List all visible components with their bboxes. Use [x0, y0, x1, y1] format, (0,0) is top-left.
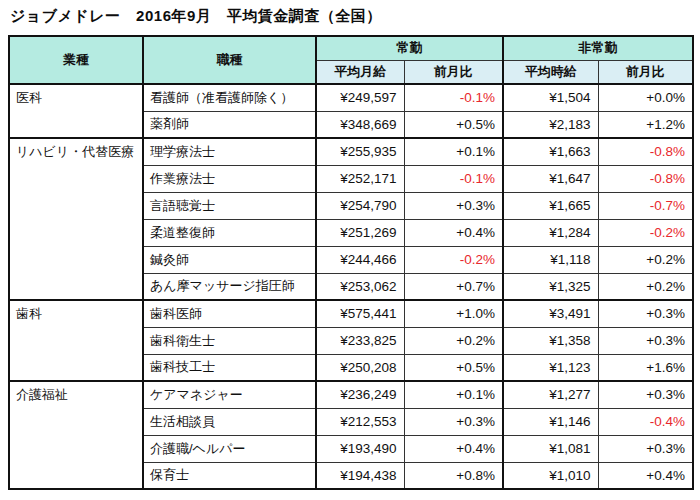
- hourly-wage-cell: ¥1,325: [503, 273, 598, 300]
- hourly-wage-cell: ¥1,081: [503, 435, 598, 462]
- header-hourly-mom: 前月比: [598, 60, 693, 84]
- page: ジョブメドレー 2016年9月 平均賃金調査（全国） 業種 職種 常勤 非常勤 …: [0, 0, 700, 500]
- hourly-wage-cell: ¥1,123: [503, 354, 598, 381]
- table-body: 医科看護師（准看護師除く）¥249,597-0.1%¥1,504+0.0%薬剤師…: [9, 84, 693, 489]
- monthly-salary-cell: ¥193,490: [316, 435, 404, 462]
- header-occupation: 職種: [143, 36, 316, 84]
- hourly-mom-cell: +1.2%: [598, 111, 693, 138]
- hourly-mom-cell: -0.4%: [598, 408, 693, 435]
- monthly-salary-cell: ¥250,208: [316, 354, 404, 381]
- table-row: 医科看護師（准看護師除く）¥249,597-0.1%¥1,504+0.0%: [9, 84, 693, 111]
- occupation-cell: 歯科衛生士: [143, 327, 316, 354]
- monthly-mom-cell: -0.2%: [404, 246, 503, 273]
- hourly-mom-cell: -0.8%: [598, 165, 693, 192]
- monthly-mom-cell: +0.4%: [404, 219, 503, 246]
- monthly-salary-cell: ¥254,790: [316, 192, 404, 219]
- hourly-wage-cell: ¥1,010: [503, 462, 598, 489]
- monthly-mom-cell: +0.5%: [404, 111, 503, 138]
- monthly-mom-cell: +0.3%: [404, 408, 503, 435]
- header-fulltime-group: 常勤: [316, 36, 503, 60]
- occupation-cell: 歯科医師: [143, 300, 316, 327]
- hourly-wage-cell: ¥1,665: [503, 192, 598, 219]
- occupation-cell: 言語聴覚士: [143, 192, 316, 219]
- monthly-mom-cell: +0.8%: [404, 462, 503, 489]
- hourly-wage-cell: ¥1,647: [503, 165, 598, 192]
- monthly-mom-cell: +0.3%: [404, 192, 503, 219]
- hourly-mom-cell: +0.3%: [598, 435, 693, 462]
- occupation-cell: 理学療法士: [143, 138, 316, 165]
- hourly-mom-cell: +0.2%: [598, 246, 693, 273]
- hourly-wage-cell: ¥3,491: [503, 300, 598, 327]
- monthly-salary-cell: ¥249,597: [316, 84, 404, 111]
- hourly-wage-cell: ¥1,284: [503, 219, 598, 246]
- header-parttime-group: 非常勤: [503, 36, 693, 60]
- header-hourly-wage: 平均時給: [503, 60, 598, 84]
- occupation-cell: 作業療法士: [143, 165, 316, 192]
- monthly-salary-cell: ¥348,669: [316, 111, 404, 138]
- occupation-cell: 保育士: [143, 462, 316, 489]
- occupation-cell: 看護師（准看護師除く）: [143, 84, 316, 111]
- hourly-mom-cell: -0.7%: [598, 192, 693, 219]
- monthly-salary-cell: ¥255,935: [316, 138, 404, 165]
- occupation-cell: 生活相談員: [143, 408, 316, 435]
- monthly-salary-cell: ¥575,441: [316, 300, 404, 327]
- hourly-mom-cell: +0.3%: [598, 327, 693, 354]
- hourly-mom-cell: -0.8%: [598, 138, 693, 165]
- page-title: ジョブメドレー 2016年9月 平均賃金調査（全国）: [10, 7, 382, 26]
- header-row-groups: 業種 職種 常勤 非常勤: [9, 36, 693, 60]
- hourly-mom-cell: -0.2%: [598, 219, 693, 246]
- monthly-salary-cell: ¥252,171: [316, 165, 404, 192]
- monthly-salary-cell: ¥236,249: [316, 381, 404, 408]
- hourly-wage-cell: ¥1,358: [503, 327, 598, 354]
- monthly-mom-cell: +0.5%: [404, 354, 503, 381]
- hourly-wage-cell: ¥1,663: [503, 138, 598, 165]
- header-monthly-mom: 前月比: [404, 60, 503, 84]
- monthly-salary-cell: ¥233,825: [316, 327, 404, 354]
- monthly-mom-cell: +0.4%: [404, 435, 503, 462]
- industry-cell: 医科: [9, 84, 143, 138]
- hourly-wage-cell: ¥1,504: [503, 84, 598, 111]
- occupation-cell: 歯科技工士: [143, 354, 316, 381]
- occupation-cell: あん摩マッサージ指圧師: [143, 273, 316, 300]
- table-row: 歯科歯科医師¥575,441+1.0%¥3,491+0.3%: [9, 300, 693, 327]
- monthly-salary-cell: ¥253,062: [316, 273, 404, 300]
- monthly-mom-cell: -0.1%: [404, 84, 503, 111]
- occupation-cell: 柔道整復師: [143, 219, 316, 246]
- hourly-wage-cell: ¥1,146: [503, 408, 598, 435]
- hourly-mom-cell: +1.6%: [598, 354, 693, 381]
- header-monthly-salary: 平均月給: [316, 60, 404, 84]
- table-header: 業種 職種 常勤 非常勤 平均月給 前月比 平均時給 前月比: [9, 36, 693, 84]
- industry-cell: 介護福祉: [9, 381, 143, 489]
- hourly-wage-cell: ¥2,183: [503, 111, 598, 138]
- occupation-cell: 介護職/ヘルパー: [143, 435, 316, 462]
- monthly-salary-cell: ¥194,438: [316, 462, 404, 489]
- hourly-mom-cell: +0.3%: [598, 381, 693, 408]
- hourly-mom-cell: +0.3%: [598, 300, 693, 327]
- table-row: リハビリ・代替医療理学療法士¥255,935+0.1%¥1,663-0.8%: [9, 138, 693, 165]
- monthly-mom-cell: +0.7%: [404, 273, 503, 300]
- occupation-cell: ケアマネジャー: [143, 381, 316, 408]
- monthly-mom-cell: +0.1%: [404, 138, 503, 165]
- monthly-mom-cell: +1.0%: [404, 300, 503, 327]
- monthly-salary-cell: ¥212,553: [316, 408, 404, 435]
- hourly-mom-cell: +0.0%: [598, 84, 693, 111]
- hourly-wage-cell: ¥1,118: [503, 246, 598, 273]
- monthly-mom-cell: +0.2%: [404, 327, 503, 354]
- occupation-cell: 鍼灸師: [143, 246, 316, 273]
- industry-cell: リハビリ・代替医療: [9, 138, 143, 300]
- monthly-salary-cell: ¥251,269: [316, 219, 404, 246]
- wage-survey-table: 業種 職種 常勤 非常勤 平均月給 前月比 平均時給 前月比 医科看護師（准看護…: [8, 35, 694, 490]
- monthly-mom-cell: +0.1%: [404, 381, 503, 408]
- industry-cell: 歯科: [9, 300, 143, 381]
- hourly-mom-cell: +0.2%: [598, 273, 693, 300]
- hourly-wage-cell: ¥1,277: [503, 381, 598, 408]
- occupation-cell: 薬剤師: [143, 111, 316, 138]
- table-row: 介護福祉ケアマネジャー¥236,249+0.1%¥1,277+0.3%: [9, 381, 693, 408]
- header-industry: 業種: [9, 36, 143, 84]
- monthly-mom-cell: -0.1%: [404, 165, 503, 192]
- monthly-salary-cell: ¥244,466: [316, 246, 404, 273]
- hourly-mom-cell: +0.4%: [598, 462, 693, 489]
